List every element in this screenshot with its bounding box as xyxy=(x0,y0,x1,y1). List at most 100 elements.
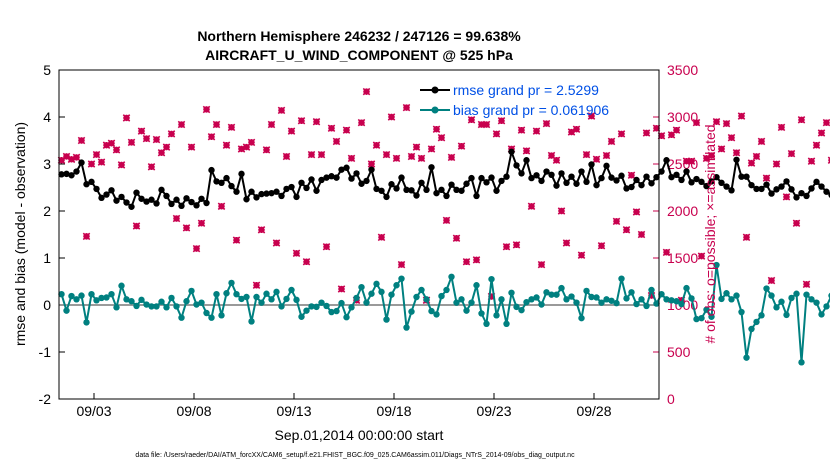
obs-assimilated-point xyxy=(452,234,461,243)
obs-assimilated-point xyxy=(732,148,741,157)
obs-assimilated-point xyxy=(432,125,441,133)
obs-assimilated-point xyxy=(557,207,566,215)
obs-assimilated-point xyxy=(707,151,716,160)
bias-point xyxy=(488,275,495,283)
obs-assimilated-point xyxy=(367,160,376,168)
bias-point xyxy=(288,286,295,294)
obs-assimilated-point xyxy=(317,150,326,159)
rmse-point xyxy=(468,174,475,182)
obs-assimilated-point xyxy=(377,233,386,242)
bias-point xyxy=(343,314,350,321)
obs-assimilated-point xyxy=(532,127,541,135)
bias-point xyxy=(293,296,300,304)
rmse-point xyxy=(328,173,335,180)
rmse-point xyxy=(68,172,75,179)
rmse-point xyxy=(553,182,560,189)
bias-point xyxy=(158,298,165,305)
bias-point xyxy=(768,292,775,299)
obs-assimilated-point xyxy=(537,260,546,269)
obs-assimilated-point xyxy=(122,114,131,122)
rmse-point xyxy=(473,192,480,200)
y-left-tick-label: -2 xyxy=(39,391,52,407)
rmse-point xyxy=(393,185,400,192)
rmse-point xyxy=(443,192,450,200)
rmse-point xyxy=(373,185,380,193)
bias-point xyxy=(518,306,525,314)
bias-point xyxy=(793,290,800,297)
rmse-point xyxy=(263,190,270,197)
obs-assimilated-point xyxy=(382,150,391,159)
obs-assimilated-point xyxy=(722,119,731,128)
legend-bias-marker xyxy=(431,106,439,114)
bias-point xyxy=(88,290,95,298)
rmse-point xyxy=(513,162,520,169)
rmse-point xyxy=(208,166,215,174)
obs-assimilated-point xyxy=(127,138,136,147)
obs-assimilated-point xyxy=(797,116,806,124)
rmse-point xyxy=(558,170,565,177)
rmse-point xyxy=(488,174,495,181)
bias-point xyxy=(233,290,240,298)
obs-assimilated-point xyxy=(67,155,76,164)
rmse-point xyxy=(723,183,730,190)
bias-series xyxy=(58,261,830,366)
rmse-point xyxy=(363,177,370,185)
obs-assimilated-point xyxy=(552,156,561,165)
obs-assimilated-point xyxy=(597,242,606,250)
bias-point xyxy=(528,296,535,303)
rmse-point xyxy=(658,168,665,175)
y-left-tick-label: -1 xyxy=(39,344,52,360)
rmse-point xyxy=(648,180,655,187)
rmse-point xyxy=(628,183,635,191)
rmse-point xyxy=(398,174,405,181)
obs-assimilated-point xyxy=(442,216,451,225)
bias-point xyxy=(238,295,245,303)
bias-point xyxy=(248,318,255,325)
rmse-point xyxy=(278,192,285,200)
bias-point xyxy=(153,303,160,310)
obs-assimilated-point xyxy=(767,276,776,285)
rmse-point xyxy=(258,190,265,198)
bias-point xyxy=(378,288,385,296)
rmse-point xyxy=(248,188,255,195)
obs-assimilated-point xyxy=(147,163,156,171)
bias-point xyxy=(718,295,725,303)
obs-assimilated-point xyxy=(92,150,101,159)
obs-assimilated-point xyxy=(792,219,801,227)
bias-point xyxy=(653,300,660,307)
obs-assimilated-point xyxy=(117,161,126,169)
rmse-point xyxy=(168,200,175,208)
bias-point xyxy=(298,313,305,320)
rmse-point xyxy=(183,195,190,202)
obs-assimilated-point xyxy=(702,154,711,163)
bias-point xyxy=(383,316,390,323)
bias-point xyxy=(228,279,235,287)
obs-assimilated-point xyxy=(657,132,666,140)
obs-assimilated-point xyxy=(282,152,291,161)
bias-point xyxy=(698,314,705,322)
y-left-tick-label: 1 xyxy=(43,250,51,266)
bias-point xyxy=(198,299,205,306)
obs-assimilated-point xyxy=(87,160,96,168)
obs-assimilated-point xyxy=(267,120,276,129)
bias-point xyxy=(503,320,510,327)
y-right-tick-label: 500 xyxy=(667,344,691,360)
rmse-point xyxy=(623,185,630,192)
bias-point xyxy=(803,291,810,298)
rmse-point xyxy=(598,174,605,182)
bias-point xyxy=(498,296,505,303)
obs-assimilated-point xyxy=(547,151,556,160)
obs-assimilated-point xyxy=(577,251,586,259)
rmse-point xyxy=(773,186,780,193)
bias-point xyxy=(538,301,545,308)
bias-point xyxy=(543,289,550,296)
obs-assimilated-point xyxy=(102,141,111,149)
bias-point xyxy=(608,297,615,304)
bias-point xyxy=(798,359,805,366)
bias-point xyxy=(358,283,365,291)
rmse-point xyxy=(508,148,515,155)
obs-assimilated-point xyxy=(822,118,830,127)
rmse-point xyxy=(333,174,340,181)
obs-assimilated-point xyxy=(437,133,446,142)
